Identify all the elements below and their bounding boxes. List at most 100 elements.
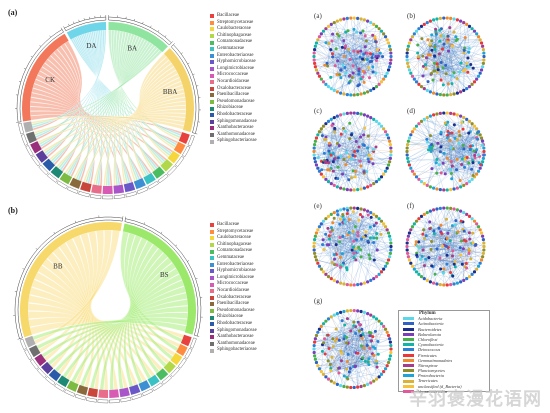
network-node	[371, 70, 375, 74]
network-edge	[477, 133, 484, 159]
network-node	[430, 48, 434, 52]
network-node	[347, 178, 351, 182]
network-node	[452, 92, 456, 96]
network-node	[382, 267, 386, 271]
network-node	[450, 82, 454, 86]
network-node	[406, 48, 410, 52]
network-node	[449, 271, 453, 275]
network-node	[450, 177, 454, 181]
network-node	[341, 63, 345, 67]
network-edge	[328, 141, 357, 152]
family-scale-a	[113, 194, 126, 199]
network-node	[327, 237, 331, 241]
network-node	[458, 246, 462, 250]
network-node	[388, 337, 392, 341]
network-node	[465, 62, 469, 66]
network-edge	[336, 244, 355, 254]
network-node	[481, 44, 485, 48]
network-node	[462, 48, 466, 52]
network-node	[335, 263, 339, 267]
network-node	[385, 228, 389, 232]
family-arc-b	[109, 389, 120, 398]
network-node	[352, 188, 356, 192]
network-edge	[440, 151, 458, 189]
family-scale-b	[152, 382, 163, 392]
phylum-legend-item: Deinococcus	[399, 347, 489, 352]
family-a-legend-label: Xanthobacteraceae	[217, 125, 254, 131]
network-node	[375, 232, 379, 236]
network-node	[362, 113, 366, 117]
family-arc-a	[59, 172, 73, 185]
network-node	[325, 243, 329, 247]
network-node	[347, 370, 351, 374]
network-node	[367, 76, 371, 80]
network-node	[372, 22, 376, 26]
chord-ribbon-a	[87, 32, 103, 186]
network-node	[366, 185, 370, 189]
scale-tick-a	[78, 19, 80, 22]
network-node	[438, 283, 442, 287]
network-node	[342, 282, 346, 286]
network-edge	[419, 245, 443, 249]
network-node	[475, 77, 479, 81]
family-arc-b	[170, 352, 183, 366]
network-node	[356, 230, 360, 234]
network-node	[324, 232, 328, 236]
network-node	[312, 244, 316, 249]
family-b-legend-swatch	[210, 262, 214, 267]
network-node	[372, 258, 376, 262]
network-node	[362, 170, 366, 174]
network-node	[462, 183, 466, 188]
network-edge	[325, 28, 377, 43]
network-edge	[421, 121, 448, 123]
family-scale-b	[45, 376, 56, 386]
network-node	[374, 214, 379, 218]
network-node	[388, 357, 392, 361]
network-node	[383, 225, 388, 229]
network-node	[366, 382, 370, 387]
family-arc-a	[30, 141, 42, 154]
network-node	[319, 32, 323, 36]
phylum-legend-item: Verrucomicrobia	[399, 389, 489, 394]
network-node	[319, 77, 323, 81]
network-node	[342, 17, 346, 21]
family-a-legend-label: Oxalobacteraceae	[217, 85, 252, 91]
network-node	[420, 254, 424, 258]
family-a-legend-item: Gemmataceae	[210, 46, 257, 53]
network-edge	[451, 167, 465, 174]
network-node	[465, 182, 469, 186]
network-edge	[353, 29, 389, 44]
network-edge	[327, 21, 338, 67]
network-node	[357, 329, 361, 333]
network-node	[435, 171, 439, 175]
network-label-0: (a)	[314, 12, 322, 20]
network-node	[428, 42, 432, 46]
network-node	[366, 280, 370, 284]
network-edge	[349, 232, 362, 239]
network-node	[425, 115, 429, 120]
network-node	[352, 206, 356, 210]
phylum-legend-item: Acidobacteria	[399, 316, 489, 321]
network-edge	[428, 250, 453, 258]
network-edge	[376, 223, 378, 250]
network-edge	[324, 160, 361, 162]
network-edge	[463, 151, 475, 186]
network-node	[350, 76, 354, 80]
network-edge	[369, 73, 388, 78]
network-edge	[435, 31, 449, 37]
chord-ribbon-a	[57, 40, 151, 170]
family-a-legend-item: Longimicrobiaceae	[210, 66, 257, 73]
network-edge	[347, 210, 353, 251]
network-node	[347, 81, 351, 85]
sector-scale-a	[64, 16, 107, 32]
network-node	[323, 63, 327, 67]
network-edge	[332, 34, 354, 52]
network-edge	[329, 131, 335, 154]
network-node	[329, 153, 333, 157]
network-edge	[331, 125, 372, 159]
family-b-legend-label: Micrococcaceae	[217, 281, 249, 287]
network-node	[336, 156, 340, 160]
family-b-legend-label: Nocardioidaceae	[217, 287, 250, 293]
scale-tick-b	[195, 278, 198, 280]
network-node	[324, 41, 328, 45]
